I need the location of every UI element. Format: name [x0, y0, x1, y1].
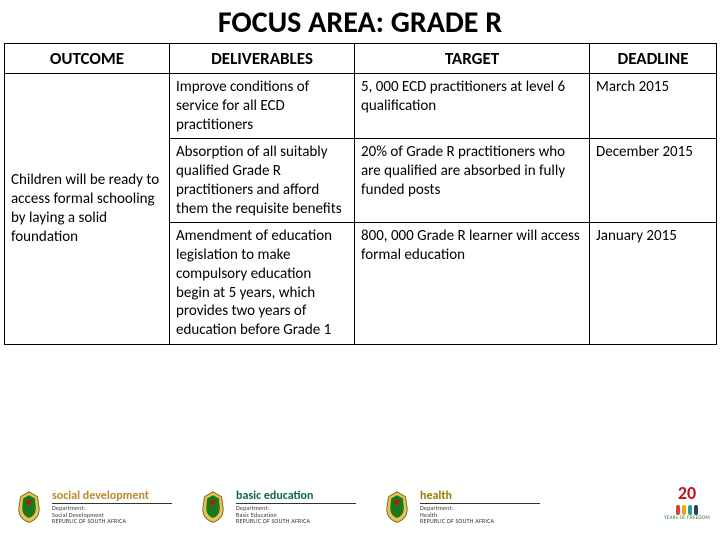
dept-name: social development: [52, 490, 172, 503]
dept-name: health: [420, 490, 540, 503]
coat-of-arms-icon: [380, 490, 414, 524]
dept-sub: REPUBLIC OF SOUTH AFRICA: [52, 518, 172, 524]
col-header-deadline: DEADLINE: [590, 44, 717, 74]
deliverables-cell: Amendment of education legislation to ma…: [170, 223, 355, 345]
dept-logo-basic-education: basic education Department: Basic Educat…: [196, 490, 356, 524]
page-title: FOCUS AREA: GRADE R: [0, 0, 720, 43]
dept-logo-health: health Department: Health REPUBLIC OF SO…: [380, 490, 540, 524]
target-cell: 5, 000 ECD practitioners at level 6 qual…: [355, 74, 590, 139]
outcome-cell: Children will be ready to access formal …: [5, 74, 170, 345]
deliverables-cell: Improve conditions of service for all EC…: [170, 74, 355, 139]
dept-sub: REPUBLIC OF SOUTH AFRICA: [420, 518, 540, 524]
dept-name: basic education: [236, 490, 356, 503]
coat-of-arms-icon: [196, 490, 230, 524]
deliverables-cell: Absorption of all suitably qualified Gra…: [170, 139, 355, 223]
coat-of-arms-icon: [12, 490, 46, 524]
dept-sub: REPUBLIC OF SOUTH AFRICA: [236, 518, 356, 524]
table-row: Children will be ready to access formal …: [5, 74, 717, 139]
table-header-row: OUTCOME DELIVERABLES TARGET DEADLINE: [5, 44, 717, 74]
deadline-cell: December 2015: [590, 139, 717, 223]
anniversary-number: 20: [662, 482, 712, 504]
anniversary-tagline: YEARS OF FREEDOM: [662, 515, 712, 521]
target-cell: 20% of Grade R practitioners who are qua…: [355, 139, 590, 223]
col-header-outcome: OUTCOME: [5, 44, 170, 74]
focus-area-table: OUTCOME DELIVERABLES TARGET DEADLINE Chi…: [4, 43, 717, 345]
col-header-deliverables: DELIVERABLES: [170, 44, 355, 74]
col-header-target: TARGET: [355, 44, 590, 74]
deadline-cell: March 2015: [590, 74, 717, 139]
deadline-cell: January 2015: [590, 223, 717, 345]
people-icon: [662, 505, 712, 515]
footer: social development Department: Social De…: [0, 480, 720, 534]
target-cell: 800, 000 Grade R learner will access for…: [355, 223, 590, 345]
dept-logo-social-development: social development Department: Social De…: [12, 490, 172, 524]
anniversary-badge: 20 YEARS OF FREEDOM: [662, 482, 712, 528]
